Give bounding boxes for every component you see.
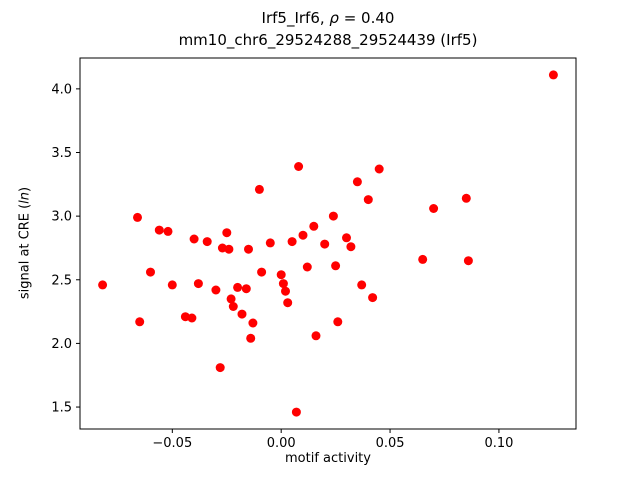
data-point	[291, 407, 301, 417]
data-point	[215, 363, 225, 373]
data-point	[193, 279, 203, 289]
data-point	[368, 293, 378, 303]
data-point	[167, 280, 177, 290]
data-point	[187, 313, 197, 323]
data-point	[281, 286, 290, 296]
data-point	[309, 221, 319, 231]
data-point	[237, 309, 247, 319]
x-tick-label: −0.05	[152, 436, 192, 451]
data-point	[418, 254, 428, 264]
data-point	[278, 279, 288, 289]
chart-title-line1: Irf5_Irf6, ρ = 0.40	[80, 8, 576, 30]
data-point	[133, 212, 142, 222]
y-axis-label-prefix: signal at CRE (	[17, 203, 33, 300]
data-point	[228, 302, 238, 311]
data-point	[352, 177, 362, 187]
data-point	[294, 162, 304, 171]
data-point	[302, 262, 312, 272]
data-point	[548, 70, 558, 80]
data-point	[222, 228, 232, 238]
data-point	[146, 267, 155, 277]
data-point	[374, 164, 384, 174]
y-tick-label: 3.0	[51, 210, 72, 225]
data-point	[283, 298, 293, 308]
x-tick-label: 0.10	[484, 436, 513, 451]
y-axis-label: signal at CRE (ln)	[18, 187, 33, 299]
data-point	[320, 239, 330, 249]
chart-title-rho: ρ	[329, 9, 339, 27]
data-point	[333, 317, 343, 327]
chart-title-prefix: Irf5_Irf6,	[261, 9, 330, 27]
data-point	[276, 270, 286, 280]
data-point	[248, 318, 258, 328]
chart-title-line2: mm10_chr6_29524288_29524439 (Irf5)	[178, 30, 478, 49]
data-point	[257, 267, 267, 277]
data-point	[357, 280, 367, 290]
y-tick-label: 2.5	[51, 273, 72, 288]
data-point	[98, 280, 108, 290]
data-point	[244, 244, 253, 254]
data-point	[254, 184, 264, 194]
data-point	[226, 294, 236, 304]
data-point	[202, 237, 212, 247]
data-point	[363, 195, 373, 205]
data-point	[298, 230, 308, 240]
data-point	[233, 282, 243, 292]
data-point	[211, 285, 221, 295]
data-point	[241, 284, 251, 294]
y-tick-label: 3.5	[51, 146, 72, 161]
data-point	[328, 211, 338, 221]
data-points	[98, 70, 558, 417]
y-tick-label: 2.0	[51, 337, 72, 352]
data-point	[287, 237, 297, 247]
y-axis-label-suffix: )	[17, 186, 33, 192]
x-tick-label: 0.00	[267, 436, 296, 451]
data-point	[246, 333, 256, 343]
data-point	[311, 331, 321, 341]
data-point	[189, 234, 199, 244]
data-point	[135, 317, 145, 327]
y-axis-label-italic: ln	[17, 191, 33, 204]
y-tick-label: 1.5	[51, 401, 72, 416]
data-point	[342, 233, 351, 243]
data-point	[346, 242, 356, 252]
axes-box	[79, 57, 577, 430]
x-tick-label: 0.05	[376, 436, 405, 451]
data-point	[429, 204, 439, 213]
data-point	[224, 244, 234, 254]
data-point	[461, 193, 471, 203]
chart-title: Irf5_Irf6, ρ = 0.40 mm10_chr6_29524288_2…	[80, 8, 576, 52]
data-point	[463, 256, 473, 266]
data-point	[265, 238, 275, 248]
x-axis-label: motif activity	[285, 451, 371, 466]
data-point	[331, 261, 341, 271]
data-point	[163, 226, 173, 236]
chart-title-suffix: = 0.40	[338, 9, 395, 27]
data-point	[154, 225, 164, 235]
y-tick-label: 4.0	[51, 82, 72, 97]
